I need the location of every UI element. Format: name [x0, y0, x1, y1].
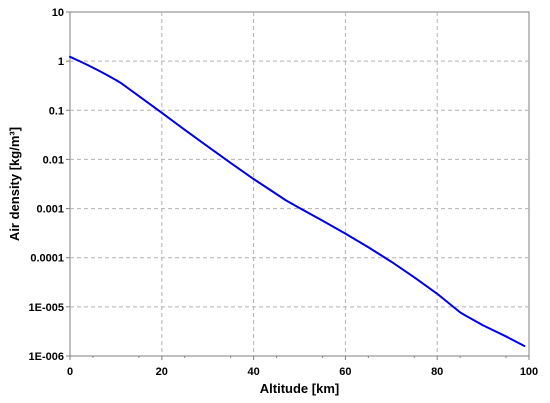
series-layer [69, 55, 526, 347]
y-tick-label: 1E-006 [29, 351, 64, 363]
y-tick-label: 0.01 [43, 154, 64, 166]
y-tick-label: 10 [52, 7, 64, 19]
y-tick-label: 1 [58, 56, 64, 68]
y-axis-title: Air density [kg/m³] [7, 127, 22, 241]
x-tick-label: 100 [520, 366, 538, 378]
y-tick-label: 0.0001 [30, 253, 64, 265]
x-tick-label: 0 [67, 366, 73, 378]
density-series-line [69, 55, 526, 347]
x-tick-label: 40 [247, 366, 259, 378]
x-tick-label: 60 [339, 366, 351, 378]
x-tick-label: 80 [431, 366, 443, 378]
grid [70, 12, 529, 356]
x-tick-label: 20 [156, 366, 168, 378]
y-axis-tick-labels: 1E-006 1E-005 0.0001 0.001 0.01 0.1 1 10 [29, 7, 64, 363]
y-tick-label: 1E-005 [29, 302, 64, 314]
plot-area [69, 11, 530, 357]
x-axis-tick-labels: 0 20 40 60 80 100 [67, 366, 538, 378]
tick-marks [66, 11, 530, 360]
x-axis-title: Altitude [km] [260, 381, 339, 396]
y-tick-label: 0.1 [49, 105, 64, 117]
y-tick-label: 0.001 [36, 204, 64, 216]
